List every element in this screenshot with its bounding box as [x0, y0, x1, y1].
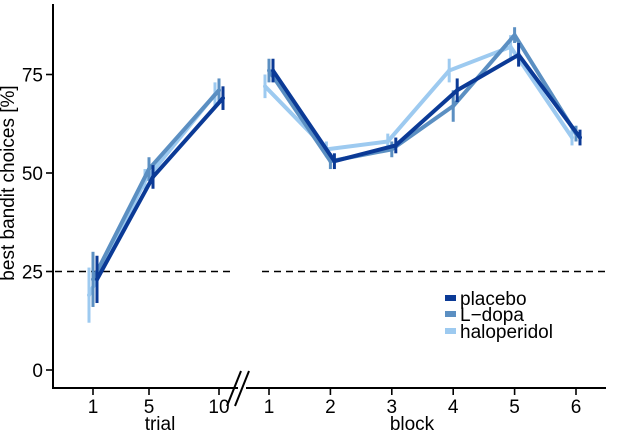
y-tick-label-50: 50 [22, 164, 43, 185]
series-trial-placebo [95, 86, 225, 304]
data-point-block-haloperidol-5 [508, 44, 513, 49]
legend: placebo L−dopa haloperidol [445, 289, 553, 343]
data-point-block-l-dopa-4 [451, 104, 456, 109]
data-point-block-placebo-6 [578, 135, 582, 140]
y-ticks: 0 25 50 75 [22, 66, 53, 382]
legend-label-l-dopa: L−dopa [460, 305, 524, 326]
x-tick-label-trial-5: 5 [144, 397, 155, 418]
data-point-block-l-dopa-1 [267, 68, 271, 73]
data-point-block-haloperidol-6 [570, 135, 574, 140]
y-tick-label-0: 0 [32, 361, 43, 382]
series-layer [87, 27, 582, 323]
x-tick-label-block-5: 5 [509, 397, 520, 418]
legend-label-haloperidol: haloperidol [460, 322, 553, 343]
x-tick-label-trial-10: 10 [208, 397, 229, 418]
x-axis-title-trial: trial [145, 414, 176, 433]
x-tick-label-trial-1: 1 [88, 397, 99, 418]
series-line-trial-placebo [95, 96, 225, 281]
series-block-l-dopa [267, 27, 578, 170]
data-point-block-placebo-1 [271, 68, 275, 73]
data-point-block-l-dopa-5 [512, 33, 517, 38]
data-point-block-haloperidol-3 [385, 139, 390, 144]
data-point-block-haloperidol-1 [263, 84, 267, 89]
x-axis-title-block: block [390, 414, 435, 433]
data-point-block-placebo-3 [393, 143, 398, 148]
x-tick-label-block-6: 6 [571, 397, 582, 418]
data-point-trial-placebo-5 [151, 174, 155, 179]
series-trial-haloperidol [87, 82, 217, 323]
series-line-block-l-dopa [267, 33, 578, 164]
data-point-block-placebo-2 [332, 159, 337, 164]
data-point-trial-l-dopa-1 [91, 277, 95, 282]
x-tick-label-block-4: 4 [448, 397, 459, 418]
axis-break-mark-2 [234, 370, 250, 407]
x-ticks: 1 5 10 1 2 3 4 5 6 [88, 388, 582, 418]
data-point-trial-l-dopa-10 [217, 88, 221, 93]
x-tick-label-block-2: 2 [325, 397, 336, 418]
data-point-block-placebo-5 [516, 52, 521, 57]
data-point-trial-l-dopa-5 [147, 167, 151, 172]
x-tick-label-block-1: 1 [264, 397, 275, 418]
legend-label-placebo: placebo [460, 289, 527, 310]
x-tick-label-block-3: 3 [387, 397, 398, 418]
series-trial-l-dopa [91, 78, 221, 307]
data-point-block-placebo-4 [455, 88, 460, 93]
data-point-trial-haloperidol-1 [87, 293, 91, 298]
y-tick-label-75: 75 [22, 66, 43, 87]
data-point-trial-placebo-10 [221, 96, 225, 101]
series-line-block-placebo [271, 52, 582, 164]
data-point-block-haloperidol-4 [447, 68, 452, 73]
y-axis-title: best bandit choices [%] [0, 85, 19, 280]
axis-break-mark-1 [226, 370, 242, 407]
y-tick-label-25: 25 [22, 263, 43, 284]
data-point-trial-placebo-1 [95, 277, 99, 282]
series-line-trial-haloperidol [87, 92, 217, 297]
series-block-placebo [271, 42, 582, 170]
